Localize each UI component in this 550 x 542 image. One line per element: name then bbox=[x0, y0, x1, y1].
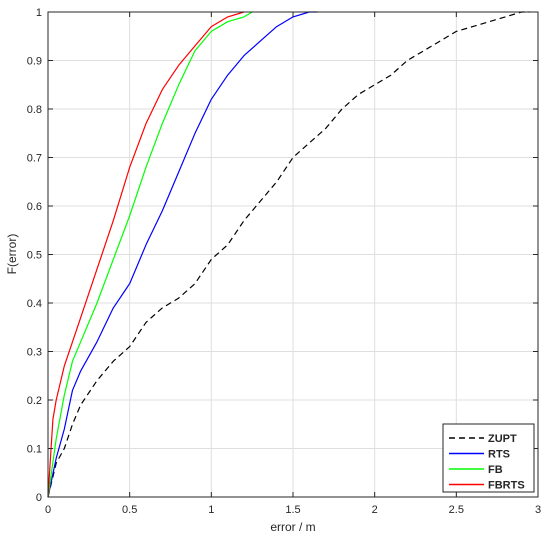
y-tick-label: 1 bbox=[36, 7, 42, 19]
y-tick-label: 0 bbox=[36, 492, 42, 504]
legend-label-zupt: ZUPT bbox=[488, 433, 517, 445]
x-axis-ticks: 0 0.5 1 1.5 2 2.5 3 bbox=[45, 12, 541, 516]
x-tick-label: 1.5 bbox=[285, 504, 300, 516]
y-tick-label: 0.4 bbox=[27, 298, 42, 310]
x-tick-label: 1 bbox=[208, 504, 214, 516]
series-line-zupt bbox=[47, 11, 530, 498]
legend-label-fb: FB bbox=[488, 464, 503, 476]
x-axis-label: error / m bbox=[270, 520, 315, 534]
y-axis-ticks: 0 0.1 0.2 0.3 0.4 0.5 0.6 0.7 0.8 0.9 1 bbox=[27, 7, 538, 504]
y-tick-label: 0.8 bbox=[27, 104, 42, 116]
legend-box bbox=[442, 423, 535, 493]
y-tick-label: 0.7 bbox=[27, 153, 42, 165]
y-tick-label: 0.2 bbox=[27, 395, 42, 407]
y-tick-label: 0.6 bbox=[27, 201, 42, 213]
x-tick-label: 2.5 bbox=[449, 504, 464, 516]
legend-label-rts: RTS bbox=[488, 449, 510, 461]
y-tick-label: 0.1 bbox=[27, 444, 42, 456]
y-tick-label: 0.3 bbox=[27, 347, 42, 359]
x-tick-label: 2 bbox=[372, 504, 378, 516]
y-tick-label: 0.9 bbox=[27, 56, 42, 68]
series-line-fb bbox=[47, 11, 253, 498]
y-tick-label: 0.5 bbox=[27, 250, 42, 262]
x-tick-label: 3 bbox=[535, 504, 541, 516]
series-line-fbrts bbox=[47, 11, 245, 498]
series-line-rts bbox=[47, 11, 318, 498]
x-tick-label: 0.5 bbox=[122, 504, 137, 516]
series-lines bbox=[47, 11, 530, 498]
legend-label-fbrts: FBRTS bbox=[488, 480, 525, 492]
legend-entries: ZUPT RTS FB FBRTS bbox=[449, 433, 525, 492]
legend: ZUPT RTS FB FBRTS bbox=[442, 423, 535, 493]
y-axis-label: F(error) bbox=[5, 234, 19, 275]
x-tick-label: 0 bbox=[45, 504, 51, 516]
